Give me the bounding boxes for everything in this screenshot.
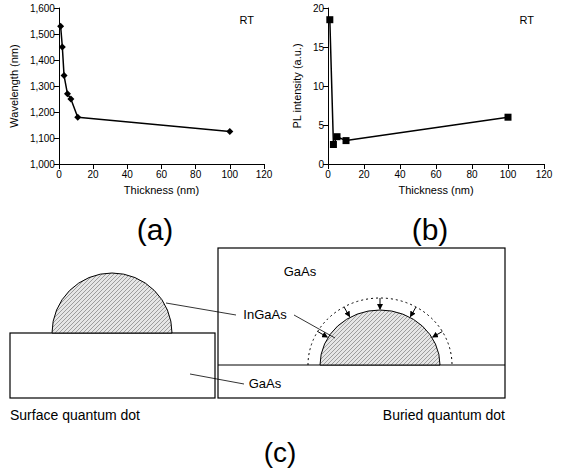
svg-text:1,400: 1,400: [30, 55, 55, 66]
svg-text:0: 0: [325, 169, 331, 180]
svg-text:(a): (a): [137, 213, 174, 246]
svg-text:GaAs: GaAs: [249, 376, 282, 391]
svg-text:Thickness (nm): Thickness (nm): [124, 184, 199, 196]
svg-text:60: 60: [156, 169, 168, 180]
svg-text:Thickness (nm): Thickness (nm): [398, 184, 473, 196]
svg-text:InGaAs: InGaAs: [243, 307, 287, 322]
svg-text:20: 20: [88, 169, 100, 180]
svg-text:100: 100: [221, 169, 238, 180]
svg-text:1,200: 1,200: [30, 107, 55, 118]
svg-text:0: 0: [318, 159, 324, 170]
svg-text:Buried quantum dot: Buried quantum dot: [383, 407, 505, 423]
svg-text:100: 100: [500, 169, 517, 180]
svg-text:80: 80: [466, 169, 478, 180]
svg-text:120: 120: [256, 169, 273, 180]
svg-text:1,500: 1,500: [30, 29, 55, 40]
svg-text:1,300: 1,300: [30, 81, 55, 92]
svg-text:20: 20: [358, 169, 370, 180]
svg-text:RT: RT: [240, 14, 255, 26]
svg-text:Surface quantum dot: Surface quantum dot: [10, 407, 140, 423]
svg-text:120: 120: [536, 169, 553, 180]
svg-text:1,600: 1,600: [30, 3, 55, 14]
svg-text:40: 40: [122, 169, 134, 180]
svg-text:(c): (c): [264, 437, 297, 468]
svg-text:0: 0: [56, 169, 62, 180]
svg-text:40: 40: [394, 169, 406, 180]
svg-text:10: 10: [313, 81, 325, 92]
svg-text:20: 20: [313, 3, 325, 14]
svg-text:5: 5: [318, 120, 324, 131]
svg-text:60: 60: [430, 169, 442, 180]
svg-text:1,100: 1,100: [30, 133, 55, 144]
svg-text:(b): (b): [412, 213, 449, 246]
svg-text:PL intensity (a.u.): PL intensity (a.u.): [291, 43, 303, 128]
svg-text:RT: RT: [520, 14, 535, 26]
svg-text:GaAs: GaAs: [284, 264, 317, 279]
svg-text:Wavelength (nm): Wavelength (nm): [8, 44, 20, 127]
svg-text:15: 15: [313, 42, 325, 53]
svg-text:1,000: 1,000: [30, 159, 55, 170]
svg-text:80: 80: [190, 169, 202, 180]
